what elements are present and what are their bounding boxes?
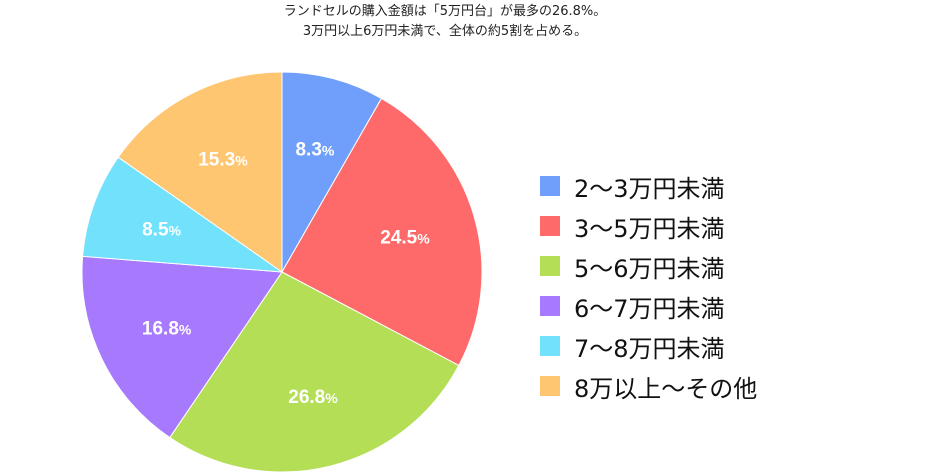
pie-slice [117, 71, 283, 273]
pie-slice [81, 255, 283, 439]
slice-data-label: 15.3% [198, 149, 248, 170]
legend-label: 7〜8万円未満 [574, 334, 725, 363]
slice-data-label: 26.8% [288, 387, 338, 408]
legend-label: 5〜6万円未満 [574, 254, 725, 283]
legend-item: 3〜5万円未満 [540, 206, 757, 246]
slice-data-label: 8.3% [295, 139, 334, 160]
legend-label: 8万以上〜その他 [574, 374, 758, 403]
legend-swatch [540, 376, 560, 396]
legend-swatch [540, 176, 560, 196]
chart-title-block: ランドセルの購入金額は「5万円台」が最多の26.8%。 3万円以上6万円未満で、… [230, 2, 660, 42]
legend-swatch [540, 216, 560, 236]
legend-item: 5〜6万円未満 [540, 246, 757, 286]
legend-label: 6〜7万円未満 [574, 294, 725, 323]
pie-slice [82, 156, 284, 273]
legend-item: 8万以上〜その他 [540, 366, 757, 406]
legend-swatch [540, 296, 560, 316]
chart-title: ランドセルの購入金額は「5万円台」が最多の26.8%。 [283, 4, 607, 19]
legend-label: 2〜3万円未満 [574, 174, 725, 203]
legend-item: 7〜8万円未満 [540, 326, 757, 366]
chart-subtitle: 3万円以上6万円未満で、全体の約5割を占める。 [302, 24, 588, 39]
legend-label: 3〜5万円未満 [574, 214, 725, 243]
pie-slices [81, 71, 483, 472]
pie-slice [169, 271, 460, 472]
pie-slice [281, 97, 483, 367]
legend-item: 6〜7万円未満 [540, 286, 757, 326]
legend-item: 2〜3万円未満 [540, 166, 757, 206]
slice-data-label: 24.5% [380, 227, 430, 248]
pie-data-labels: 8.3% 24.5% 26.8% 16.8% 8.5% 15.3% [142, 139, 430, 408]
pie-slice [281, 71, 383, 274]
legend-swatch [540, 256, 560, 276]
chart-legend: 2〜3万円未満 3〜5万円未満 5〜6万円未満 6〜7万円未満 7〜8万円未満 8万以上〜… [540, 166, 757, 406]
slice-data-label: 8.5% [142, 220, 181, 241]
slice-data-label: 16.8% [142, 318, 192, 339]
legend-swatch [540, 336, 560, 356]
